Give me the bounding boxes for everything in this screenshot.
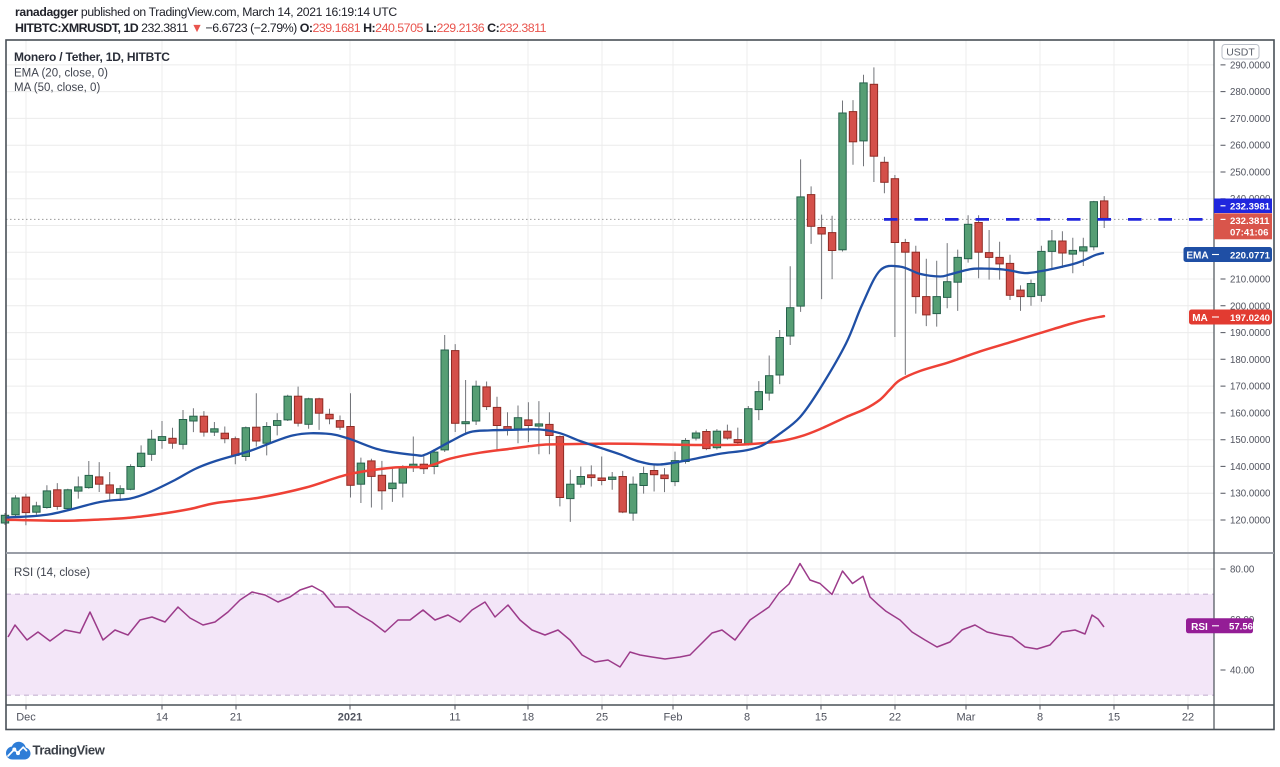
svg-text:14: 14 (156, 712, 168, 724)
svg-text:Mar: Mar (957, 712, 976, 724)
svg-text:190.0000: 190.0000 (1230, 328, 1271, 339)
svg-text:Feb: Feb (664, 712, 683, 724)
svg-text:MA: MA (1192, 313, 1208, 324)
svg-text:USDT: USDT (1226, 47, 1255, 59)
svg-text:21: 21 (230, 712, 242, 724)
svg-text:22: 22 (1182, 712, 1194, 724)
svg-text:232.3811: 232.3811 (1230, 216, 1270, 227)
svg-text:260.0000: 260.0000 (1230, 141, 1271, 152)
svg-text:140.0000: 140.0000 (1230, 462, 1271, 473)
svg-text:Dec: Dec (16, 712, 36, 724)
svg-text:15: 15 (1108, 712, 1120, 724)
svg-text:EMA (20, close, 0): EMA (20, close, 0) (14, 68, 108, 80)
svg-text:8: 8 (1037, 712, 1043, 724)
svg-text:RSI (14, close): RSI (14, close) (14, 567, 90, 579)
svg-text:Monero / Tether, 1D, HITBTC: Monero / Tether, 1D, HITBTC (14, 50, 170, 64)
svg-text:210.0000: 210.0000 (1230, 275, 1271, 286)
svg-text:40.00: 40.00 (1230, 666, 1255, 677)
svg-text:11: 11 (449, 712, 460, 724)
svg-text:197.0240: 197.0240 (1230, 313, 1270, 324)
svg-text:HITBTC:XMRUSDT, 1D 232.3811 ▼: HITBTC:XMRUSDT, 1D 232.3811 ▼ −6.6723 (−… (15, 21, 547, 35)
svg-text:160.0000: 160.0000 (1230, 408, 1271, 419)
svg-text:15: 15 (815, 712, 827, 724)
svg-text:250.0000: 250.0000 (1230, 168, 1271, 179)
svg-text:130.0000: 130.0000 (1230, 489, 1271, 500)
svg-text:ranadagger published on Tradin: ranadagger published on TradingView.com,… (15, 5, 397, 19)
svg-text:TradingView: TradingView (33, 743, 106, 758)
svg-text:170.0000: 170.0000 (1230, 382, 1271, 393)
svg-text:EMA: EMA (1186, 251, 1208, 262)
svg-text:150.0000: 150.0000 (1230, 435, 1271, 446)
svg-text:MA (50, close, 0): MA (50, close, 0) (14, 82, 100, 94)
svg-text:290.0000: 290.0000 (1230, 60, 1271, 71)
svg-text:220.0771: 220.0771 (1230, 250, 1271, 261)
svg-text:07:41:06: 07:41:06 (1230, 228, 1268, 239)
svg-text:232.3981: 232.3981 (1230, 202, 1271, 213)
svg-text:RSI: RSI (1191, 622, 1208, 633)
svg-text:270.0000: 270.0000 (1230, 114, 1271, 125)
svg-text:180.0000: 180.0000 (1230, 355, 1271, 366)
svg-text:120.0000: 120.0000 (1230, 516, 1271, 527)
svg-text:22: 22 (889, 712, 901, 724)
svg-text:57.56: 57.56 (1229, 622, 1253, 633)
svg-text:80.00: 80.00 (1230, 565, 1255, 576)
svg-text:280.0000: 280.0000 (1230, 87, 1271, 98)
svg-text:25: 25 (596, 712, 608, 724)
svg-text:200.0000: 200.0000 (1230, 301, 1271, 312)
svg-text:18: 18 (522, 712, 534, 724)
svg-text:8: 8 (744, 712, 750, 724)
svg-text:2021: 2021 (338, 712, 362, 724)
